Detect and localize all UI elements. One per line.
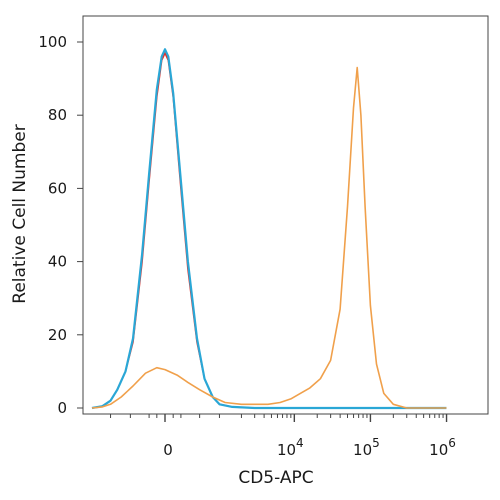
plot-frame bbox=[82, 15, 489, 415]
y-tick-label: 40 bbox=[48, 253, 67, 271]
y-tick-label: 60 bbox=[48, 179, 67, 197]
x-axis-title: CD5-APC bbox=[238, 468, 313, 488]
y-tick-label: 20 bbox=[48, 326, 67, 344]
series-line-2 bbox=[91, 48, 447, 410]
x-tick-label: 105 bbox=[353, 436, 380, 459]
series-line-3 bbox=[91, 66, 447, 409]
series-group bbox=[91, 48, 447, 410]
y-tick-label: 80 bbox=[48, 106, 67, 124]
x-tick-label: 0 bbox=[163, 441, 173, 459]
y-axis: 0 20 40 60 80 100 bbox=[38, 33, 83, 417]
x-tick-label: 104 bbox=[277, 436, 304, 459]
y-tick-label: 0 bbox=[57, 399, 67, 417]
y-axis-title: Relative Cell Number bbox=[10, 124, 30, 303]
x-axis: 0 104 105 106 bbox=[110, 414, 456, 459]
y-tick-label: 100 bbox=[38, 33, 67, 51]
x-tick-label: 106 bbox=[429, 436, 456, 459]
